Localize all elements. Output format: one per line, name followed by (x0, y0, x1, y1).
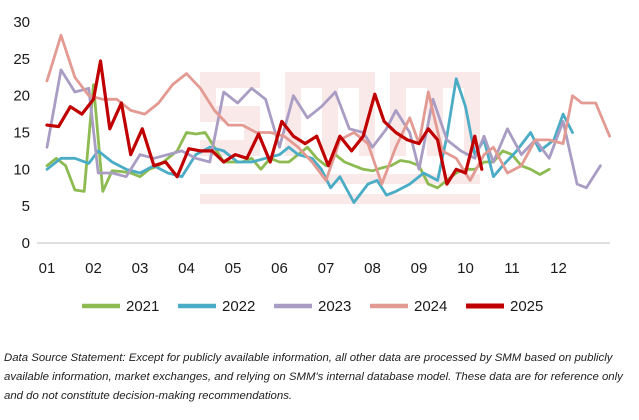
x-tick-label-02: 02 (85, 260, 102, 277)
y-tick-label-10: 10 (13, 161, 30, 178)
x-tick-label-01: 01 (39, 260, 56, 277)
y-tick-label-30: 30 (13, 14, 30, 31)
series-line-2025 (45, 59, 484, 186)
x-tick-label-04: 04 (178, 260, 195, 277)
x-tick-label-12: 12 (550, 260, 567, 277)
legend-label-2021: 2021 (126, 298, 159, 315)
y-tick-label-5: 5 (22, 198, 30, 215)
legend-label-2022: 2022 (222, 298, 255, 315)
y-tick-label-15: 15 (13, 125, 30, 142)
y-tick-label-20: 20 (13, 88, 30, 105)
x-tick-label-09: 09 (411, 260, 428, 277)
series-line-2022 (45, 77, 574, 204)
x-tick-label-06: 06 (271, 260, 288, 277)
line-chart: 0 5 10 15 20 25 30 01 02 03 04 05 06 07 08 09 10 11 12 2021… (13, 14, 611, 315)
series-line-2023 (45, 68, 602, 190)
x-tick-label-11: 11 (504, 260, 520, 277)
y-tick-label-0: 0 (22, 235, 30, 252)
x-tick-label-03: 03 (132, 260, 149, 277)
legend-label-2023: 2023 (318, 298, 351, 315)
legend-label-2025: 2025 (510, 298, 543, 315)
data-source-statement: Data Source Statement: Except for public… (4, 352, 623, 402)
legend-item-2025: 2025 (466, 298, 543, 315)
x-tick-label-07: 07 (318, 260, 335, 277)
x-tick-label-05: 05 (225, 260, 242, 277)
legend-item-2021: 2021 (82, 298, 159, 315)
x-tick-label-08: 08 (364, 260, 381, 277)
legend-label-2024: 2024 (414, 298, 447, 315)
legend-item-2022: 2022 (178, 298, 255, 315)
legend-item-2023: 2023 (274, 298, 351, 315)
y-tick-label-25: 25 (13, 51, 30, 68)
x-tick-label-10: 10 (457, 260, 474, 277)
legend-item-2024: 2024 (370, 298, 447, 315)
